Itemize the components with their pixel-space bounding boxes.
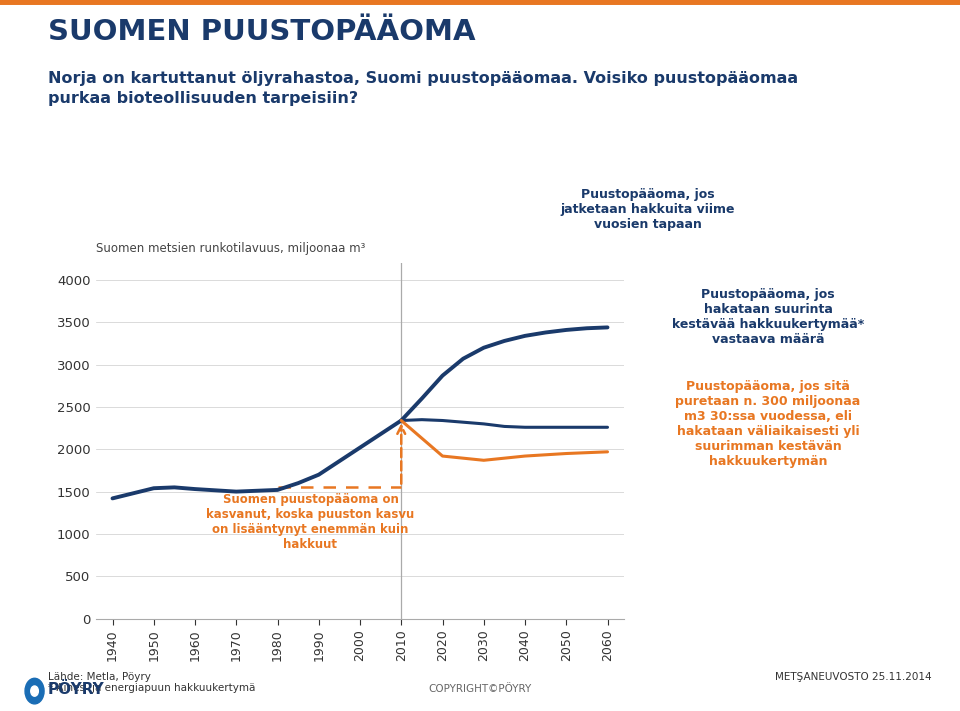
Text: Suomen puustopääoma on
kasvanut, koska puuston kasvu
on lisääntynyt enemmän kuin: Suomen puustopääoma on kasvanut, koska p… <box>206 493 415 551</box>
Text: PÖYRY: PÖYRY <box>48 682 105 697</box>
Text: Puustopääoma, jos
hakataan suurinta
kestävää hakkuukertymää*
vastaava määrä: Puustopääoma, jos hakataan suurinta kest… <box>672 288 864 346</box>
Text: METŞANEUVOSTO 25.11.2014: METŞANEUVOSTO 25.11.2014 <box>775 672 931 682</box>
Text: Puustopääoma, jos sitä
puretaan n. 300 miljoonaa
m3 30:ssa vuodessa, eli
hakataa: Puustopääoma, jos sitä puretaan n. 300 m… <box>676 380 860 469</box>
Text: Lähde: Metla, Pöyry
* Aines- ja energiapuun hakkuukertymä: Lähde: Metla, Pöyry * Aines- ja energiap… <box>48 672 255 693</box>
Text: SUOMEN PUUSTOPÄÄOMA: SUOMEN PUUSTOPÄÄOMA <box>48 18 475 46</box>
Circle shape <box>31 686 38 696</box>
Text: Suomen metsien runkotilavuus, miljoonaa m³: Suomen metsien runkotilavuus, miljoonaa … <box>96 242 366 255</box>
Text: Norja on kartuttanut öljyrahastoa, Suomi puustopääomaa. Voisiko puustopääomaa
pu: Norja on kartuttanut öljyrahastoa, Suomi… <box>48 71 798 106</box>
Text: COPYRIGHT©PÖYRY: COPYRIGHT©PÖYRY <box>428 684 532 694</box>
Text: Puustopääoma, jos
jatketaan hakkuita viime
vuosien tapaan: Puustopääoma, jos jatketaan hakkuita vii… <box>561 188 735 231</box>
Circle shape <box>25 678 44 704</box>
